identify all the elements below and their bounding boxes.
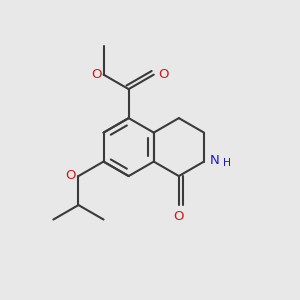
Text: O: O — [158, 68, 169, 81]
Text: H: H — [223, 158, 231, 168]
Text: O: O — [174, 210, 184, 223]
Text: N: N — [210, 154, 220, 167]
Text: O: O — [65, 169, 76, 182]
Text: O: O — [92, 68, 102, 81]
